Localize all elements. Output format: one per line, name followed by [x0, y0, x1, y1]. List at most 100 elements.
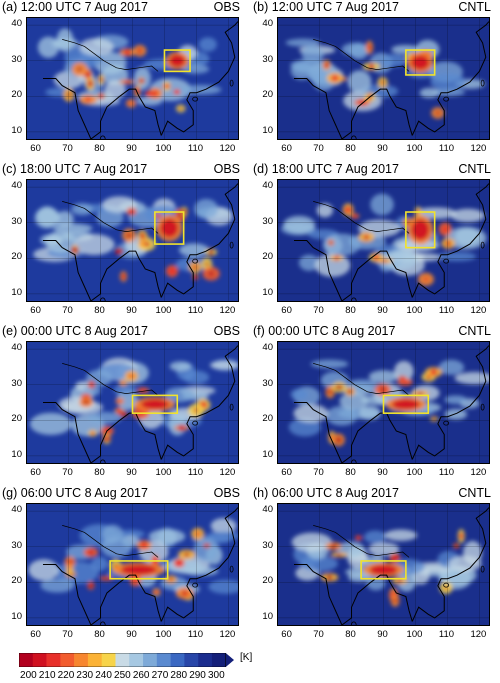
panel-title: (h) 06:00 UTC 8 Aug 2017	[253, 486, 399, 500]
lon-tick-label: 110	[187, 467, 204, 478]
colorbar-segment	[19, 653, 34, 667]
lon-tick-label: 100	[155, 143, 172, 154]
lat-tick-label: 40	[11, 504, 22, 516]
brightness-temperature-map	[26, 503, 239, 626]
study-region-box	[131, 394, 179, 414]
lon-tick-label: 90	[126, 143, 137, 154]
study-region-box	[163, 49, 191, 73]
study-region-box	[405, 211, 436, 249]
lat-tick-label: 40	[262, 180, 273, 192]
study-region-box	[360, 560, 407, 580]
lat-tick-label: 20	[11, 251, 22, 263]
lon-tick-label: 120	[470, 629, 487, 640]
brightness-temperature-map	[277, 503, 490, 626]
lon-tick-label: 90	[377, 143, 388, 154]
colorbar-segment	[74, 653, 89, 667]
lon-tick-label: 80	[94, 629, 105, 640]
panel-experiment-label: CNTL	[458, 324, 491, 338]
map-panel: (a) 12:00 UTC 7 Aug 2017 OBS 40 30 20 10 60 70 8…	[0, 0, 240, 160]
lon-tick-label: 80	[345, 305, 356, 316]
panel-experiment-label: OBS	[213, 162, 240, 176]
map-panel: (g) 06:00 UTC 8 Aug 2017 OBS 40 30 20 10 60 70 8…	[0, 486, 240, 646]
colorbar-segment	[198, 653, 213, 667]
lat-tick-label: 40	[11, 18, 22, 30]
lon-tick-label: 60	[30, 467, 41, 478]
colorbar-unit: [K]	[240, 652, 253, 663]
colorbar-segment	[170, 653, 185, 667]
lat-tick-label: 10	[11, 610, 22, 622]
colorbar-ramp	[19, 653, 234, 667]
panel-title: (a) 12:00 UTC 7 Aug 2017	[2, 0, 148, 14]
colorbar-tick-label: 260	[132, 670, 150, 681]
panel-experiment-label: OBS	[213, 486, 240, 500]
lon-tick-label: 60	[30, 305, 41, 316]
brightness-temperature-map	[26, 17, 239, 140]
lon-tick-label: 70	[62, 305, 73, 316]
lat-tick-label: 30	[262, 53, 273, 65]
panel-title: (c) 18:00 UTC 7 Aug 2017	[2, 162, 148, 176]
colorbar-tick-label: 210	[38, 670, 56, 681]
lon-tick-label: 110	[438, 629, 455, 640]
lon-tick-label: 90	[126, 305, 137, 316]
colorbar-segment	[101, 653, 116, 667]
lon-tick-label: 100	[406, 467, 423, 478]
lon-tick-label: 70	[62, 629, 73, 640]
lon-tick-label: 100	[155, 629, 172, 640]
lon-tick-label: 60	[30, 143, 41, 154]
colorbar-tick-label: 250	[114, 670, 131, 681]
brightness-temperature-map	[277, 179, 490, 302]
map-panel: (b) 12:00 UTC 7 Aug 2017 CNTL 40 30 20 10 60 70…	[251, 0, 491, 160]
colorbar-segment	[129, 653, 144, 667]
lat-tick-label: 30	[262, 377, 273, 389]
lat-tick-label: 20	[262, 575, 273, 587]
lon-tick-label: 80	[345, 467, 356, 478]
lon-tick-label: 100	[406, 629, 423, 640]
lat-tick-label: 20	[11, 575, 22, 587]
lat-tick-label: 10	[262, 610, 273, 622]
lon-tick-label: 120	[219, 629, 236, 640]
lat-tick-label: 30	[262, 215, 273, 227]
lat-tick-label: 20	[11, 89, 22, 101]
lon-tick-label: 80	[345, 629, 356, 640]
study-region-box	[154, 211, 185, 245]
lat-tick-label: 40	[11, 180, 22, 192]
lon-tick-label: 110	[438, 143, 455, 154]
colorbar-tick-label: 200	[20, 670, 37, 681]
lon-tick-label: 90	[377, 305, 388, 316]
lat-tick-label: 40	[11, 342, 22, 354]
panel-experiment-label: CNTL	[458, 486, 491, 500]
lon-tick-label: 120	[219, 143, 236, 154]
lat-tick-label: 20	[262, 413, 273, 425]
colorbar-segment	[184, 653, 199, 667]
colorbar-segment	[211, 653, 227, 667]
lat-tick-label: 40	[262, 504, 273, 516]
panel-experiment-label: OBS	[213, 0, 240, 14]
lon-tick-label: 110	[438, 305, 455, 316]
map-panel: (f) 00:00 UTC 8 Aug 2017 CNTL 40 30 20 10 60 70…	[251, 324, 491, 484]
colorbar-segment	[156, 653, 171, 667]
lon-tick-label: 120	[470, 305, 487, 316]
lon-tick-label: 110	[187, 305, 204, 316]
panel-experiment-label: CNTL	[458, 0, 491, 14]
lon-tick-label: 120	[470, 143, 487, 154]
lat-tick-label: 30	[11, 215, 22, 227]
colorbar-tick-label: 270	[151, 670, 169, 681]
lon-tick-label: 60	[30, 629, 41, 640]
colorbar-segment	[87, 653, 102, 667]
map-panel: (h) 06:00 UTC 8 Aug 2017 CNTL 40 30 20 10 60 70…	[251, 486, 491, 646]
lon-tick-label: 110	[187, 143, 204, 154]
colorbar-segment	[143, 653, 158, 667]
lat-tick-label: 30	[262, 539, 273, 551]
lon-tick-label: 60	[281, 629, 292, 640]
lon-tick-label: 90	[377, 467, 388, 478]
colorbar-tick-label: 280	[170, 670, 188, 681]
lon-tick-label: 80	[94, 143, 105, 154]
lon-tick-label: 110	[438, 467, 455, 478]
study-region-box	[109, 560, 169, 580]
lon-tick-label: 60	[281, 305, 292, 316]
lat-tick-label: 10	[262, 448, 273, 460]
panel-title: (e) 00:00 UTC 8 Aug 2017	[2, 324, 148, 338]
lon-tick-label: 120	[219, 305, 236, 316]
lon-tick-label: 100	[406, 305, 423, 316]
lat-tick-label: 30	[11, 53, 22, 65]
